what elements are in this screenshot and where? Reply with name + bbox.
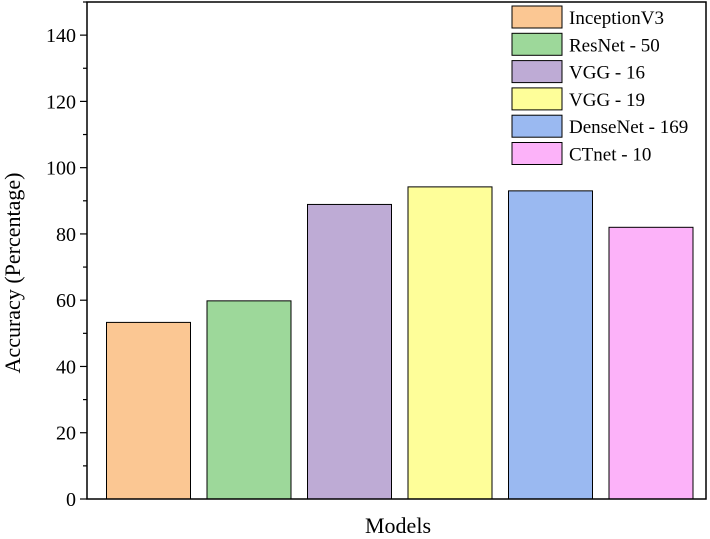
legend: InceptionV3 ResNet - 50 VGG - 16 VGG - 19 De… [511,5,688,166]
legend-swatch-0 [511,5,563,29]
y-tick-label: 0 [66,489,76,511]
legend-label-0: InceptionV3 [569,8,664,29]
y-tick-label: 40 [56,356,76,378]
bars-group [106,186,694,500]
y-tick-label: 20 [56,423,76,445]
legend-swatch-1 [511,32,563,56]
y-tick-label: 140 [46,25,76,47]
axes-group: 0 20 40 60 80 100 120 140 [46,1,707,511]
legend-swatch-4 [511,114,563,138]
plot-frame [86,1,707,500]
legend-label-2: VGG - 16 [569,63,645,84]
legend-swatch-5 [511,142,563,165]
bar-0 [106,321,191,500]
legend-swatch-2 [511,60,563,84]
legend-label-1: ResNet - 50 [569,35,660,56]
bar-5 [608,226,694,500]
legend-label-4: DenseNet - 169 [569,117,688,138]
bar-1 [206,300,292,500]
bar-2 [307,203,392,500]
x-axis-title: Models [365,513,431,538]
y-tick-label: 100 [46,158,76,180]
y-tick-label: 60 [56,290,76,312]
legend-label-3: VGG - 19 [569,90,645,111]
bar-3 [407,186,493,500]
y-tick-label: 120 [46,91,76,113]
y-axis-title: Accuracy (Percentage) [0,173,25,374]
bar-4 [508,190,593,500]
legend-label-5: CTnet - 10 [569,145,651,166]
legend-swatch-3 [511,87,563,111]
y-tick-label: 80 [56,224,76,246]
